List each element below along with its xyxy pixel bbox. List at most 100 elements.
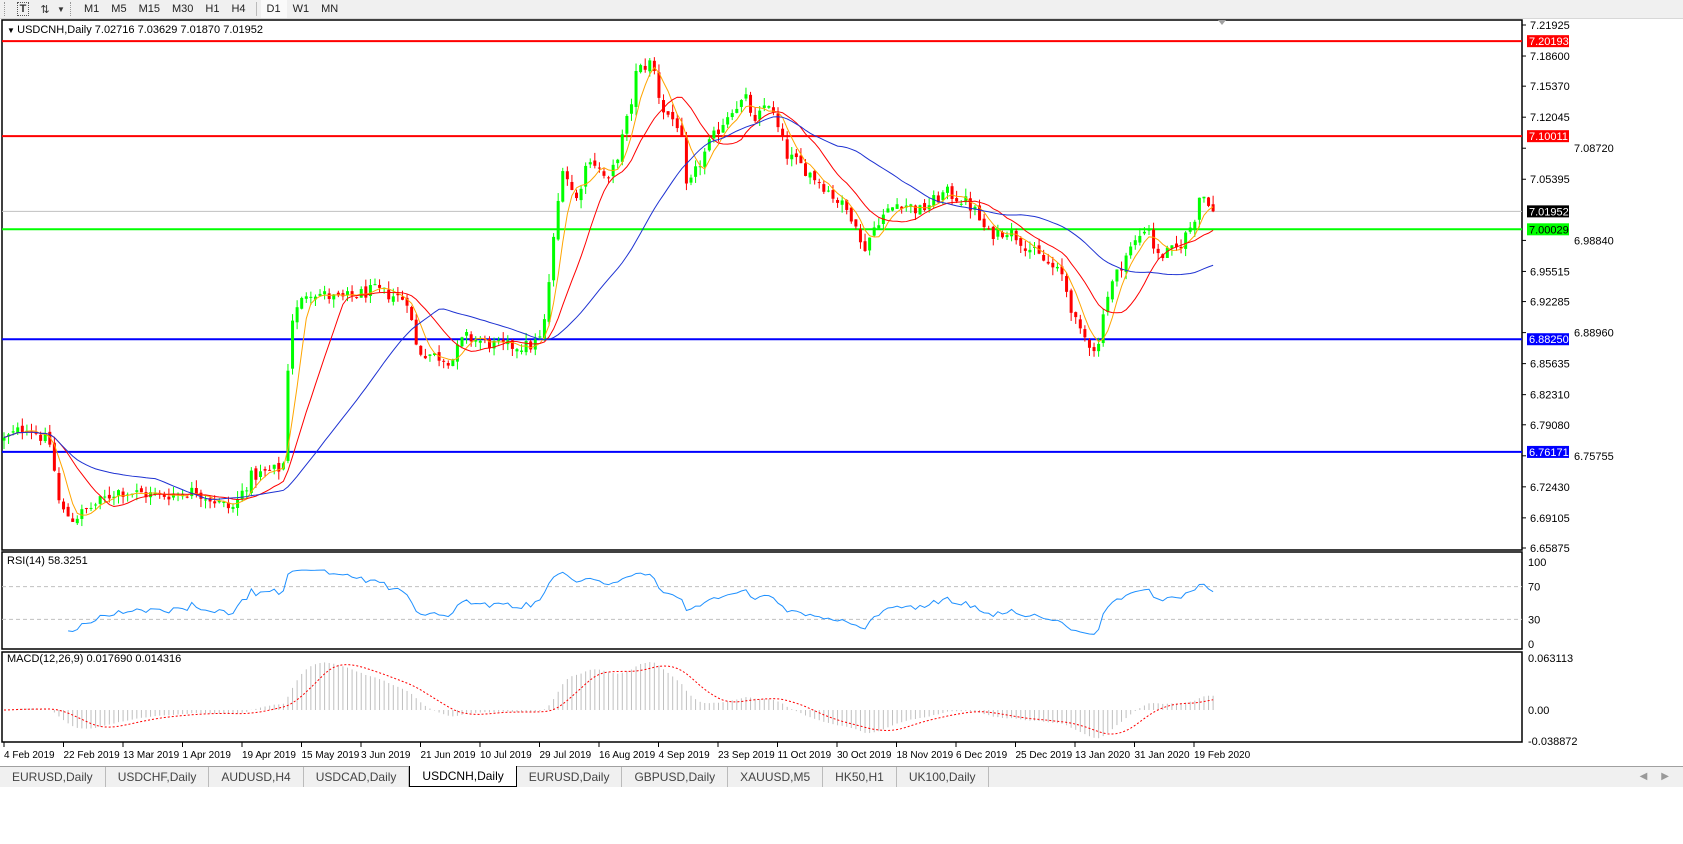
candle <box>561 167 565 203</box>
candle-body <box>964 196 968 203</box>
candle <box>34 425 38 436</box>
tab-usdchf-daily[interactable]: USDCHF,Daily <box>106 767 210 787</box>
time-tick-label: 4 Sep 2019 <box>659 750 711 761</box>
timeframe-h4[interactable]: H4 <box>231 3 246 15</box>
price-tick-label: 6.69105 <box>1530 513 1570 525</box>
candle <box>204 494 208 509</box>
candle <box>891 207 895 212</box>
candle-body <box>304 296 308 299</box>
tab-usdcnh-daily[interactable]: USDCNH,Daily <box>409 766 517 787</box>
tab-xauusd-m5[interactable]: XAUUSD,M5 <box>728 767 824 787</box>
price-pane: 7.21925 7.18600 7.15370 7.12045 7.08720 7.053… <box>1 19 1614 555</box>
tab-gbpusd-daily[interactable]: GBPUSD,Daily <box>622 767 729 787</box>
candle <box>1147 225 1151 235</box>
candle-body <box>671 111 675 120</box>
tab-eurusd-daily[interactable]: EURUSD,Daily <box>0 767 106 787</box>
macd-signal-line <box>3 664 1214 735</box>
candle <box>1193 219 1197 237</box>
candle-body <box>318 293 322 296</box>
candle <box>139 485 143 493</box>
arrows-tool-icon[interactable]: ⇅ <box>40 3 50 16</box>
candle <box>1028 241 1032 259</box>
price-tag <box>1527 223 1569 236</box>
candle-body <box>378 284 382 288</box>
candle <box>162 491 166 500</box>
timeframe-h1[interactable]: H1 <box>205 3 220 15</box>
tab-audusd-h4[interactable]: AUDUSD,H4 <box>209 767 304 787</box>
candle-body <box>66 506 70 517</box>
candle <box>547 274 551 327</box>
candle <box>739 99 743 113</box>
candle-body <box>1005 235 1009 238</box>
toolbar-grip[interactable] <box>4 2 8 16</box>
candle-body <box>1046 261 1050 264</box>
candle-body <box>753 114 757 121</box>
chart-window[interactable]: 7.21925 7.18600 7.15370 7.12045 7.08720 7.053… <box>0 0 1683 766</box>
candle-body <box>387 289 391 300</box>
candle <box>1174 235 1178 251</box>
candle-body <box>107 494 111 499</box>
timeframe-m1[interactable]: M1 <box>84 3 100 15</box>
candle-body <box>135 490 139 492</box>
candle-body <box>547 282 551 322</box>
candle-body <box>1051 262 1055 268</box>
candle-body <box>868 237 872 251</box>
candle-body <box>730 113 734 118</box>
candle-body <box>520 350 524 352</box>
candle-body <box>629 104 633 114</box>
candle-body <box>428 354 432 356</box>
tab-usdcad-daily[interactable]: USDCAD,Daily <box>304 767 410 787</box>
tab-hk50-h1[interactable]: HK50,H1 <box>823 767 897 787</box>
timeframe-w1[interactable]: W1 <box>292 3 310 15</box>
candle <box>1202 196 1206 203</box>
candle-body <box>822 184 826 192</box>
candle-body <box>991 226 995 240</box>
candle <box>950 183 954 205</box>
candle-body <box>446 363 450 366</box>
candle-body <box>744 94 748 99</box>
candle <box>836 197 840 208</box>
candle <box>410 305 414 321</box>
candle-body <box>579 188 583 201</box>
candle <box>355 296 359 300</box>
candle <box>258 464 262 481</box>
candle-body <box>538 336 542 338</box>
candle <box>1019 236 1023 254</box>
candle-body <box>57 473 61 501</box>
tab-eurusd-daily-2[interactable]: EURUSD,Daily <box>517 767 623 787</box>
candle <box>368 278 372 304</box>
candle-body <box>1069 290 1073 313</box>
chart-toolbar: T ⇅ ▼ M1 M5 M15 M30 H1 H4 D1 W1 MN <box>0 0 1683 19</box>
timeframe-d1[interactable]: D1 <box>260 0 287 18</box>
candle <box>991 225 995 246</box>
candle-body <box>277 462 281 472</box>
scroll-left-icon[interactable]: ◀ <box>1639 771 1648 782</box>
candle <box>735 101 739 114</box>
candle-body <box>144 492 148 498</box>
candle-body <box>552 236 556 281</box>
candle-body <box>749 94 753 113</box>
rsi-tick-label: 100 <box>1528 557 1546 569</box>
text-tool-icon[interactable]: T <box>12 0 34 18</box>
timeframe-m15[interactable]: M15 <box>138 3 160 15</box>
candle <box>593 152 597 169</box>
candle <box>602 168 606 179</box>
timeframe-mn[interactable]: MN <box>321 3 339 15</box>
scroll-right-icon[interactable]: ▶ <box>1661 771 1669 782</box>
candle <box>487 336 491 353</box>
candle-body <box>1156 248 1160 254</box>
candle-body <box>804 163 807 176</box>
candle <box>556 193 560 241</box>
time-tick-label: 4 Feb 2019 <box>4 750 55 761</box>
candle-body <box>652 60 656 71</box>
tab-uk100-daily[interactable]: UK100,Daily <box>897 767 989 787</box>
timeframe-m5[interactable]: M5 <box>111 3 127 15</box>
time-tick-label: 29 Jul 2019 <box>540 750 592 761</box>
candle-body <box>231 506 235 509</box>
timeframe-m30[interactable]: M30 <box>171 3 194 15</box>
price-tick-label: 6.75755 <box>1574 451 1614 463</box>
candle-body <box>80 509 84 519</box>
time-tick-label: 25 Dec 2019 <box>1016 750 1073 761</box>
candle-body <box>272 464 276 469</box>
dropdown-icon[interactable]: ▼ <box>57 4 65 14</box>
